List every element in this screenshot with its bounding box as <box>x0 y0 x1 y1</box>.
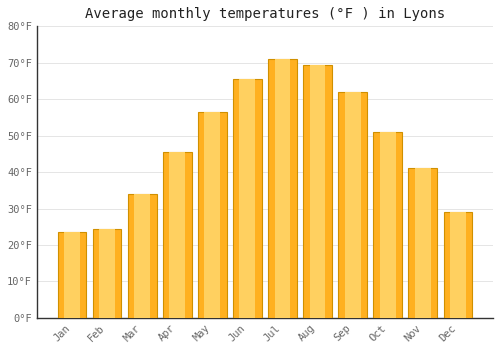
Bar <box>338 92 367 318</box>
Bar <box>240 79 256 318</box>
Bar <box>170 152 185 318</box>
Bar <box>380 132 396 318</box>
Bar <box>64 232 80 318</box>
Bar <box>310 64 326 318</box>
Bar <box>415 168 431 318</box>
Bar <box>268 59 297 318</box>
Bar <box>233 79 262 318</box>
Bar <box>198 112 226 318</box>
Bar <box>128 194 156 318</box>
Bar <box>274 59 290 318</box>
Bar <box>204 112 220 318</box>
Bar <box>408 168 437 318</box>
Title: Average monthly temperatures (°F ) in Lyons: Average monthly temperatures (°F ) in Ly… <box>85 7 445 21</box>
Bar <box>134 194 150 318</box>
Bar <box>99 229 115 318</box>
Bar <box>374 132 402 318</box>
Bar <box>450 212 466 318</box>
Bar <box>444 212 472 318</box>
Bar <box>58 232 86 318</box>
Bar <box>92 229 122 318</box>
Bar <box>344 92 360 318</box>
Bar <box>303 64 332 318</box>
Bar <box>163 152 192 318</box>
